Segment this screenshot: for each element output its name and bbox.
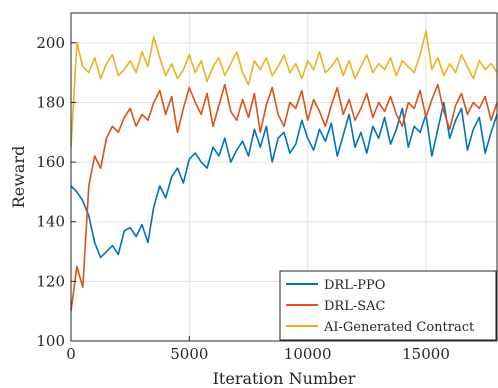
y-tick-label: 180 — [36, 93, 65, 111]
legend-label: DRL-PPO — [324, 278, 385, 293]
y-tick-label: 200 — [36, 34, 65, 52]
y-tick-label: 100 — [36, 332, 65, 350]
x-tick-label: 15000 — [402, 345, 450, 363]
x-tick-label: 10000 — [284, 345, 332, 363]
legend-label: DRL-SAC — [324, 299, 386, 314]
y-tick-label: 120 — [36, 272, 65, 290]
y-axis-label: Reward — [9, 146, 28, 209]
legend: DRL-PPO DRL-SAC AI-Generated Contract — [280, 271, 496, 340]
x-tick-label: 5000 — [170, 345, 208, 363]
legend-label: AI-Generated Contract — [323, 320, 475, 335]
y-tick-label: 140 — [36, 213, 65, 231]
x-tick-label: 0 — [66, 345, 76, 363]
x-axis-label: Iteration Number — [213, 369, 356, 388]
y-tick-label: 160 — [36, 153, 65, 171]
